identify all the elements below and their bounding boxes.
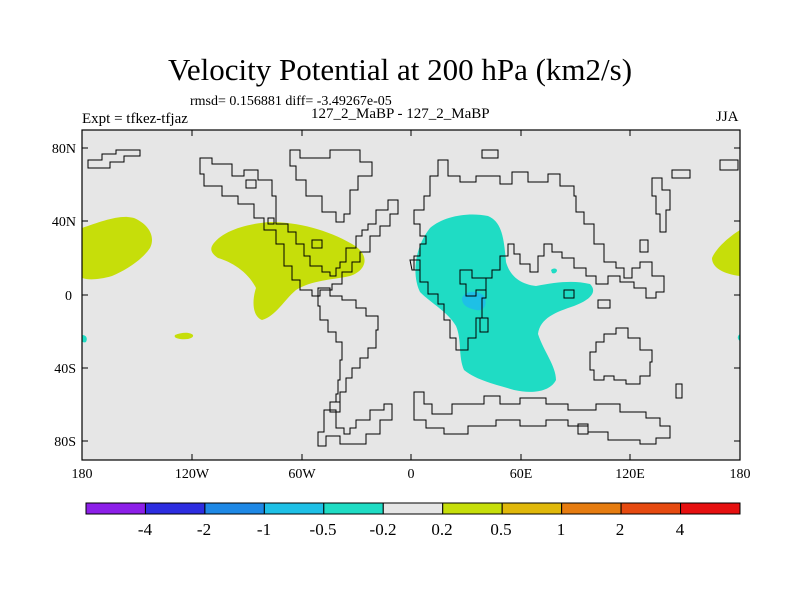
colorbar-label: -0.5: [310, 520, 337, 539]
coastline: [413, 159, 665, 351]
colorbar-swatch: [561, 502, 622, 515]
positive-anomaly-region: [82, 216, 153, 280]
colorbar-label: -1: [257, 520, 271, 539]
coastline: [651, 177, 671, 233]
lon-labels: 180 120W 60W 0 60E 120E 180: [72, 467, 751, 482]
plot-title: Velocity Potential at 200 hPa (km2/s): [167, 52, 633, 87]
lon-label: 60E: [510, 467, 533, 482]
coastline: [597, 299, 611, 309]
lon-label: 180: [730, 467, 751, 482]
lon-label: 60W: [288, 467, 316, 482]
coastline: [563, 289, 575, 299]
negative-anomaly-region: [551, 268, 557, 274]
positive-anomaly-region: [174, 332, 194, 340]
lon-label: 120E: [615, 467, 645, 482]
colorbar-swatch: [680, 502, 741, 515]
coastline: [675, 383, 683, 399]
coastline: [317, 403, 393, 447]
negative-anomaly-region: [82, 335, 87, 343]
experiment-label: Expt = tfkez-tfjaz: [82, 111, 188, 127]
lat-label: 80N: [52, 142, 76, 157]
map-background: [82, 130, 740, 460]
coastline: [719, 159, 739, 171]
lat-label: 40S: [54, 362, 76, 377]
coastlines: [87, 149, 739, 447]
lat-label: 0: [65, 289, 72, 304]
coastline: [413, 391, 671, 445]
colorbar-swatch: [85, 502, 146, 515]
colorbar-swatch: [620, 502, 682, 515]
colorbar-label: 4: [676, 520, 685, 539]
coastline: [311, 239, 323, 249]
lat-labels: 80N 40N 0 40S 80S: [52, 142, 76, 450]
negative-anomaly-region: [415, 214, 594, 392]
colorbar-label: -4: [138, 520, 153, 539]
coastline: [317, 287, 379, 403]
colorbar-label: -0.2: [370, 520, 397, 539]
coastline: [459, 269, 487, 297]
coastline: [199, 157, 399, 297]
colorbar-label: 2: [616, 520, 625, 539]
coastline: [589, 327, 653, 385]
coastline: [409, 259, 421, 271]
stats-line: rmsd= 0.156881 diff= -3.49267e-05: [190, 94, 392, 109]
colorbar-swatch: [442, 502, 503, 515]
positive-anomaly-region: [712, 230, 740, 276]
colorbar: [85, 502, 741, 515]
lat-label: 40N: [52, 215, 76, 230]
colorbar-swatch: [263, 502, 325, 515]
coastline: [671, 169, 691, 179]
colorbar-label: 1: [557, 520, 566, 539]
subtitle: 127_2_MaBP - 127_2_MaBP: [311, 106, 490, 122]
colorbar-labels: -4 -2 -1 -0.5 -0.2 0.2 0.5 1 2 4: [138, 520, 685, 539]
positive-anomaly-region: [211, 222, 365, 320]
coastline: [481, 149, 499, 159]
lon-label: 180: [72, 467, 93, 482]
lat-axis: [82, 147, 740, 442]
colorbar-swatch: [144, 502, 206, 515]
colorbar-label: 0.5: [490, 520, 511, 539]
coastline: [87, 149, 141, 169]
coastline: [289, 149, 373, 223]
coastline: [479, 317, 489, 333]
colorbar-swatch: [382, 502, 444, 515]
colorbar-swatch: [323, 502, 384, 515]
coastline: [267, 217, 275, 225]
coastline: [329, 401, 341, 413]
lat-label: 80S: [54, 435, 76, 450]
colorbar-swatch: [204, 502, 265, 515]
coastline: [245, 179, 257, 189]
lon-label: 0: [408, 467, 415, 482]
colorbar-label: 0.2: [431, 520, 452, 539]
coastline: [639, 239, 649, 253]
lon-axis: [81, 130, 741, 460]
colorbar-label: -2: [197, 520, 211, 539]
colorbar-swatch: [501, 502, 563, 515]
coastline: [577, 423, 589, 435]
lon-label: 120W: [175, 467, 210, 482]
season-label: JJA: [716, 109, 739, 125]
